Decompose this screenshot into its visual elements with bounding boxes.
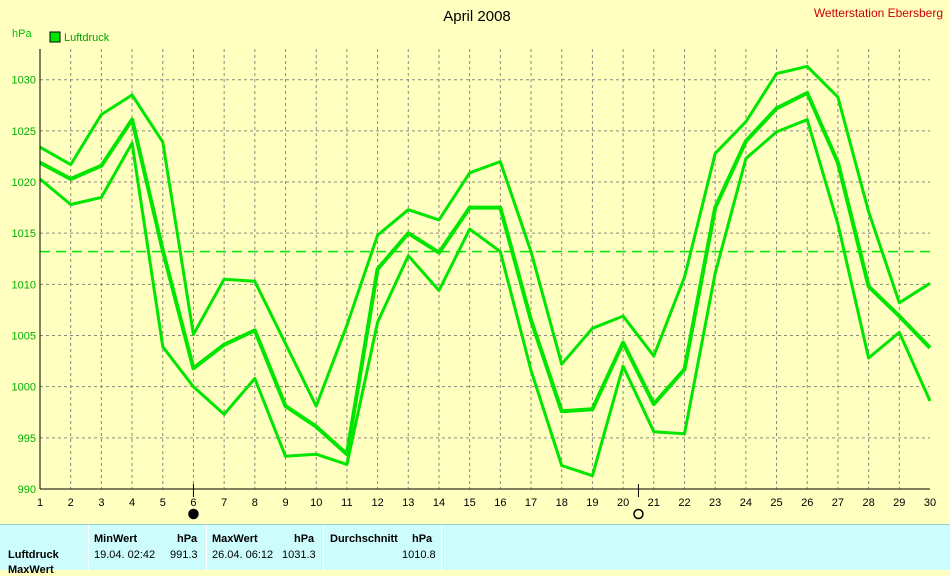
x-tick-label: 9 <box>282 497 288 509</box>
statistics-panel: MinWert hPa MaxWert hPa Durchschnitt hPa… <box>0 524 950 576</box>
min-value: 991.3 <box>170 549 198 561</box>
max-value: 1031.3 <box>282 549 316 561</box>
max-header: MaxWert <box>212 533 258 545</box>
column-divider <box>206 525 207 570</box>
x-tick-labels: 1 2 3 4 5 6 7 8 9 10 11 12 13 14 15 16 17 18 19 20 21 22 23 24 2… <box>37 497 936 509</box>
min-unit: hPa <box>177 533 198 545</box>
y-tick-label: 1005 <box>12 331 36 343</box>
x-tick-label: 19 <box>586 497 598 509</box>
y-tick-label: 1010 <box>12 279 36 291</box>
y-tick-label: 1000 <box>12 382 36 394</box>
row-label-cut: MaxWert <box>8 564 54 576</box>
x-tick-label: 29 <box>893 497 905 509</box>
y-tick-label: 995 <box>18 433 36 445</box>
x-tick-label: 3 <box>98 497 104 509</box>
y-tick-label: 990 <box>18 484 36 496</box>
y-axis-label: hPa <box>12 28 32 40</box>
x-tick-label: 30 <box>924 497 936 509</box>
x-tick-label: 5 <box>160 497 166 509</box>
x-tick-label: 15 <box>464 497 476 509</box>
x-tick-label: 2 <box>68 497 74 509</box>
x-tick-label: 12 <box>371 497 383 509</box>
x-tick-label: 1 <box>37 497 43 509</box>
avg-header: Durchschnitt <box>330 533 398 545</box>
series-group <box>39 64 932 478</box>
x-tick-label: 24 <box>740 497 752 509</box>
max-time: 26.04. 06:12 <box>212 549 274 561</box>
grid <box>40 49 930 489</box>
legend-swatch <box>49 31 61 43</box>
column-divider <box>441 525 442 570</box>
x-tick-label: 7 <box>221 497 227 509</box>
column-divider <box>323 525 324 570</box>
x-tick-label: 13 <box>402 497 414 509</box>
column-divider <box>88 525 89 570</box>
min-time: 19.04. 02:42 <box>94 549 156 561</box>
x-tick-label: 4 <box>129 497 135 509</box>
max-unit: hPa <box>294 533 315 545</box>
series-line-min <box>39 118 932 478</box>
chart-title: April 2008 <box>443 8 511 25</box>
x-tick-label: 20 <box>617 497 629 509</box>
x-tick-label: 22 <box>678 497 690 509</box>
moon-phase-markers <box>188 484 644 520</box>
x-tick-label: 27 <box>832 497 844 509</box>
min-header: MinWert <box>94 533 138 545</box>
plot-area-background <box>40 49 930 489</box>
y-tick-labels: 990 995 1000 1005 1010 1015 1020 1025 1030 <box>12 75 36 496</box>
axes <box>39 49 930 490</box>
y-tick-label: 1025 <box>12 126 36 138</box>
x-tick-label: 10 <box>310 497 322 509</box>
row-label: Luftdruck <box>8 549 59 561</box>
x-tick-label: 23 <box>709 497 721 509</box>
x-tick-label: 6 <box>190 497 196 509</box>
x-tick-label: 11 <box>341 497 352 509</box>
y-tick-label: 1030 <box>12 75 36 87</box>
x-tick-label: 28 <box>862 497 874 509</box>
x-tick-label: 21 <box>648 497 660 509</box>
avg-unit: hPa <box>412 533 433 545</box>
series-line-max <box>39 64 931 408</box>
legend-label: Luftdruck <box>64 32 110 44</box>
y-tick-label: 1020 <box>12 177 36 189</box>
series-line-mean <box>39 91 932 457</box>
x-tick-label: 8 <box>252 497 258 509</box>
x-tick-label: 14 <box>433 497 445 509</box>
new-moon-icon <box>188 508 199 520</box>
y-tick-label: 1015 <box>12 228 36 240</box>
x-tick-label: 26 <box>801 497 813 509</box>
station-name: Wetterstation Ebersberg <box>814 6 943 20</box>
x-tick-label: 16 <box>494 497 506 509</box>
x-tick-label: 17 <box>525 497 537 509</box>
x-tick-label: 18 <box>556 497 568 509</box>
full-moon-icon <box>633 508 644 520</box>
avg-value: 1010.8 <box>402 549 436 561</box>
x-tick-label: 25 <box>770 497 782 509</box>
